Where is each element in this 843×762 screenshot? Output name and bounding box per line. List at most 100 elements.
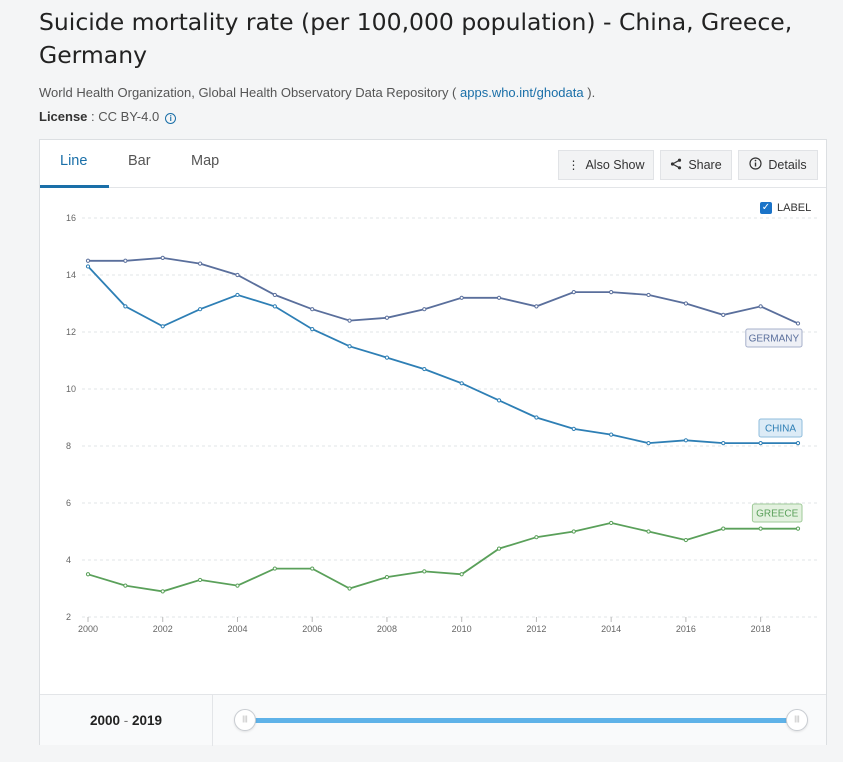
x-tick-label: 2000 xyxy=(78,624,98,634)
data-point-germany xyxy=(384,315,390,320)
license-value: : CC BY-4.0 xyxy=(87,109,160,124)
data-point-greece xyxy=(459,572,464,577)
range-start-handle[interactable]: ||| xyxy=(234,709,256,731)
range-separator: - xyxy=(123,713,129,728)
license-label: License xyxy=(39,109,88,124)
data-point-germany xyxy=(758,304,763,309)
tab-map[interactable]: Map xyxy=(191,153,220,169)
data-point-china xyxy=(571,426,576,431)
source-link[interactable]: apps.who.int/ghodata xyxy=(460,85,584,100)
range-end-handle[interactable]: ||| xyxy=(786,709,808,731)
data-point-china xyxy=(496,398,502,403)
data-point-china xyxy=(85,264,91,269)
series-label-box-germany xyxy=(745,328,803,348)
data-point-greece xyxy=(422,569,427,574)
share-button[interactable]: Share xyxy=(660,150,732,180)
range-footer: 2000 - 2019 ||| ||| xyxy=(40,694,826,746)
also-show-button[interactable]: ⋮ Also Show xyxy=(558,150,654,180)
y-tick-label: 6 xyxy=(66,498,71,508)
series-line-china xyxy=(87,265,798,445)
data-point-germany xyxy=(683,301,688,306)
series-label-greece: GREECE xyxy=(756,509,799,520)
data-point-germany xyxy=(160,255,165,261)
data-point-china xyxy=(235,292,240,298)
data-point-greece xyxy=(160,589,165,594)
x-tick-label: 2018 xyxy=(751,624,771,634)
data-point-china xyxy=(347,344,352,349)
data-point-greece xyxy=(198,577,203,583)
license-line: License : CC BY-4.0 i xyxy=(39,109,177,124)
data-point-greece xyxy=(646,529,651,534)
range-slider-track[interactable] xyxy=(245,718,798,723)
data-point-greece xyxy=(571,529,576,534)
label-toggle-text: LABEL xyxy=(777,202,812,214)
data-point-germany xyxy=(310,307,315,312)
data-point-greece xyxy=(384,575,390,580)
data-point-china xyxy=(534,415,539,420)
data-point-germany xyxy=(609,290,614,295)
series-label-germany: GERMANY xyxy=(749,334,800,345)
x-tick-label: 2008 xyxy=(377,624,397,634)
data-point-greece xyxy=(123,583,128,588)
data-point-greece xyxy=(758,526,763,531)
data-point-china xyxy=(609,432,614,437)
data-point-china xyxy=(123,304,128,309)
share-icon xyxy=(670,158,682,173)
data-point-germany xyxy=(85,258,91,263)
data-point-germany xyxy=(571,290,576,295)
series-label-box-greece xyxy=(751,503,803,523)
data-point-greece xyxy=(235,583,240,588)
data-point-china xyxy=(384,355,390,360)
chart-tabs: Line Bar Map ⋮ Also Show Share Details xyxy=(40,140,826,188)
data-point-germany xyxy=(235,272,240,278)
series-label-box-china xyxy=(758,418,803,438)
data-point-greece xyxy=(683,537,688,543)
info-icon[interactable]: i xyxy=(165,113,177,124)
line-chart: 2 4 6 8 10 12 14 16 2000 2002 2004 2006 2008 2010 2012… xyxy=(66,213,818,634)
data-point-china xyxy=(198,307,203,312)
data-point-greece xyxy=(85,572,91,577)
x-tick-label: 2014 xyxy=(601,624,621,634)
source-end: ). xyxy=(583,85,596,100)
data-point-germany xyxy=(496,295,502,300)
data-point-germany xyxy=(347,318,352,323)
data-point-germany xyxy=(123,258,128,263)
chart-panel: Line Bar Map ⋮ Also Show Share Details ✓… xyxy=(39,139,827,746)
data-point-germany xyxy=(795,321,801,326)
x-tick-label: 2012 xyxy=(526,624,546,634)
y-tick-label: 4 xyxy=(66,555,71,565)
series-label-china: CHINA xyxy=(765,424,796,435)
x-tick-label: 2016 xyxy=(676,624,696,634)
x-tick-label: 2010 xyxy=(452,624,472,634)
data-point-china xyxy=(646,441,651,446)
data-point-germany xyxy=(272,292,277,298)
data-point-greece xyxy=(721,526,726,531)
active-tab-indicator xyxy=(40,185,109,188)
checkbox-checked-icon[interactable]: ✓ xyxy=(760,202,772,214)
label-toggle[interactable]: ✓ LABEL xyxy=(760,202,811,214)
data-point-greece xyxy=(795,526,801,531)
tab-line[interactable]: Line xyxy=(60,153,88,169)
source-text: World Health Organization, Global Health… xyxy=(39,85,461,100)
share-label: Share xyxy=(688,158,722,172)
details-label: Details xyxy=(768,158,807,172)
data-point-germany xyxy=(198,261,203,266)
range-end: 2019 xyxy=(132,713,163,728)
data-point-germany xyxy=(459,295,464,300)
range-start: 2000 xyxy=(89,713,120,728)
data-point-china xyxy=(459,381,464,386)
x-tick-label: 2006 xyxy=(302,624,322,634)
data-point-china xyxy=(721,441,726,446)
y-tick-label: 12 xyxy=(66,327,76,337)
x-tick-label: 2004 xyxy=(227,624,247,634)
also-show-label: Also Show xyxy=(585,158,645,172)
data-point-greece xyxy=(534,535,539,540)
source-line: World Health Organization, Global Health… xyxy=(39,85,595,100)
tab-bar[interactable]: Bar xyxy=(128,153,151,169)
details-button[interactable]: Details xyxy=(738,150,818,180)
y-tick-label: 8 xyxy=(66,441,71,451)
y-tick-label: 14 xyxy=(66,270,76,280)
series-line-germany xyxy=(88,256,799,325)
series-line-greece xyxy=(87,521,798,593)
data-point-greece xyxy=(496,546,502,551)
